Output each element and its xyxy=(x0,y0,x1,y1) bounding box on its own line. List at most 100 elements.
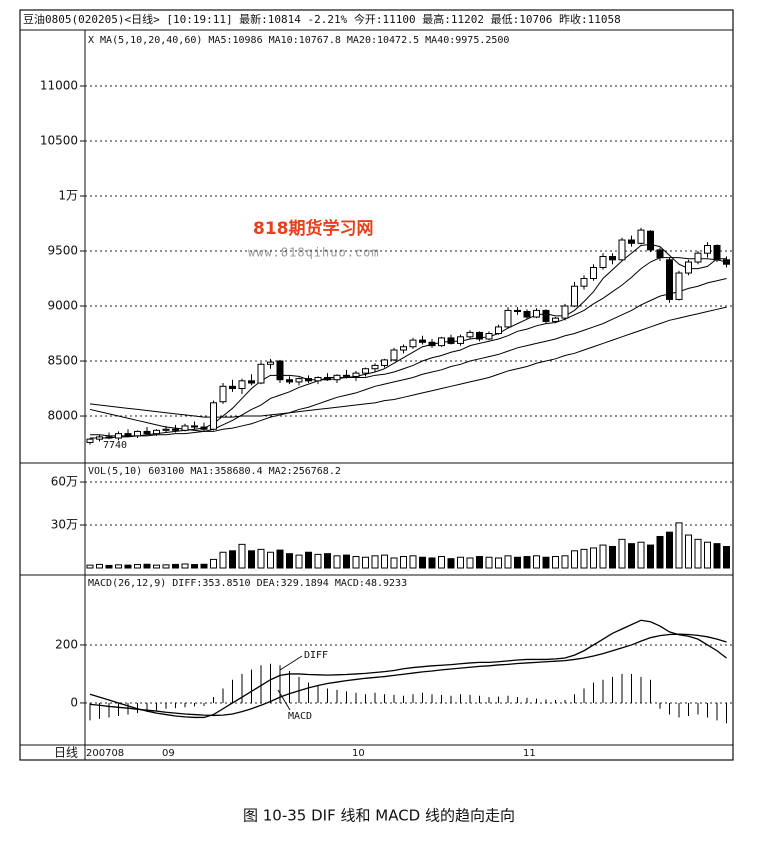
candle-body xyxy=(647,230,654,251)
volume-bar xyxy=(352,556,360,569)
volume-bar xyxy=(495,557,502,569)
candle-body xyxy=(381,359,388,366)
volume-bar xyxy=(257,548,265,569)
candle-body xyxy=(504,309,512,328)
volume-bar xyxy=(485,556,493,569)
candle-body xyxy=(162,428,170,431)
volume-bar xyxy=(305,551,312,569)
y-tick-label: 1万 xyxy=(58,189,78,203)
candle-body xyxy=(523,311,531,318)
candle-body xyxy=(466,331,474,338)
ma-line xyxy=(89,278,727,432)
y-tick-label: 9000 xyxy=(47,299,78,313)
volume-bar xyxy=(238,543,246,569)
candle-body xyxy=(618,239,626,261)
volume-bar xyxy=(419,556,426,569)
volume-bar xyxy=(153,564,160,569)
candle-body xyxy=(229,385,236,390)
watermark-url: www.818qihuo.com xyxy=(248,246,380,260)
candle-body xyxy=(656,249,664,259)
candle-body xyxy=(371,364,379,370)
volume-bar xyxy=(86,564,94,569)
x-tick-label: 11 xyxy=(523,748,536,759)
candle-body xyxy=(495,326,502,335)
candle-body xyxy=(276,360,284,381)
candle-body xyxy=(685,261,692,274)
volume-bar xyxy=(561,555,569,569)
candle-body xyxy=(96,436,103,440)
candle-body xyxy=(267,361,274,365)
candle-body xyxy=(257,363,265,384)
diff-line xyxy=(89,619,727,719)
y-tick-label: 10500 xyxy=(40,134,78,148)
volume-bar xyxy=(200,563,208,569)
y-tick-label: 60万 xyxy=(51,475,78,489)
candle-body xyxy=(485,333,493,340)
volume-bar xyxy=(428,557,436,569)
candle-body xyxy=(324,377,331,381)
volume-bar xyxy=(333,555,341,569)
volume-bar xyxy=(704,541,711,569)
candle-body xyxy=(191,425,198,428)
volume-bar xyxy=(599,544,607,569)
macd-annotation: MACD xyxy=(288,711,312,722)
volume-bar xyxy=(162,564,170,569)
volume-bar xyxy=(229,550,236,569)
price-legend: X MA(5,10,20,40,60) MA5:10986 MA10:10767… xyxy=(88,35,509,46)
candle-body xyxy=(542,309,550,322)
y-tick-label: 8000 xyxy=(47,409,78,423)
volume-bar xyxy=(286,553,293,569)
volume-bar xyxy=(295,554,303,569)
volume-legend: VOL(5,10) 603100 MA1:358680.4 MA2:256768… xyxy=(88,466,341,477)
candle-body xyxy=(248,380,255,384)
volume-bar xyxy=(248,550,255,569)
diff-annotation: DIFF xyxy=(304,650,328,661)
candle-body xyxy=(704,245,711,254)
candle-body xyxy=(476,331,483,340)
candle-body xyxy=(86,438,94,443)
ma-line xyxy=(89,306,727,418)
volume-bar xyxy=(124,564,132,569)
volume-bar xyxy=(134,564,141,569)
volume-bar xyxy=(694,538,702,569)
candle-body xyxy=(580,278,588,287)
candle-body xyxy=(609,256,616,261)
dea-line xyxy=(89,633,727,717)
candle-body xyxy=(457,336,464,344)
volume-bar xyxy=(438,556,445,569)
frame xyxy=(19,9,734,761)
volume-bar xyxy=(371,555,379,569)
x-tick-label: 10 xyxy=(352,748,365,759)
volume-bar xyxy=(666,531,673,569)
volume-bar xyxy=(181,563,189,569)
candle-body xyxy=(134,430,141,437)
volume-bar xyxy=(457,556,464,569)
candle-body xyxy=(533,309,540,318)
y-tick-label: 11000 xyxy=(40,78,78,92)
volume-bar xyxy=(390,557,398,569)
candle-body xyxy=(115,433,122,439)
volume-bar xyxy=(343,554,350,569)
volume-bar xyxy=(476,556,483,569)
candle-body xyxy=(409,339,417,348)
candle-body xyxy=(286,379,293,383)
volume-bar xyxy=(314,553,322,569)
candle-body xyxy=(571,285,578,307)
volume-bar xyxy=(324,553,331,569)
candle-body xyxy=(723,259,730,265)
y-tick-label: 0 xyxy=(70,695,78,709)
ma-line xyxy=(90,257,727,437)
candle-body xyxy=(172,428,179,431)
candle-body xyxy=(153,429,160,435)
volume-bar xyxy=(409,555,417,569)
volume-bar xyxy=(571,550,578,569)
candle-body xyxy=(666,259,673,300)
candle-body xyxy=(675,272,683,300)
candle-body xyxy=(447,337,455,344)
candle-body xyxy=(713,245,721,261)
volume-bar xyxy=(647,544,654,569)
candle-body xyxy=(210,402,217,430)
low-annotation: 7740 xyxy=(103,440,127,451)
period-label: 日线 xyxy=(54,746,78,760)
